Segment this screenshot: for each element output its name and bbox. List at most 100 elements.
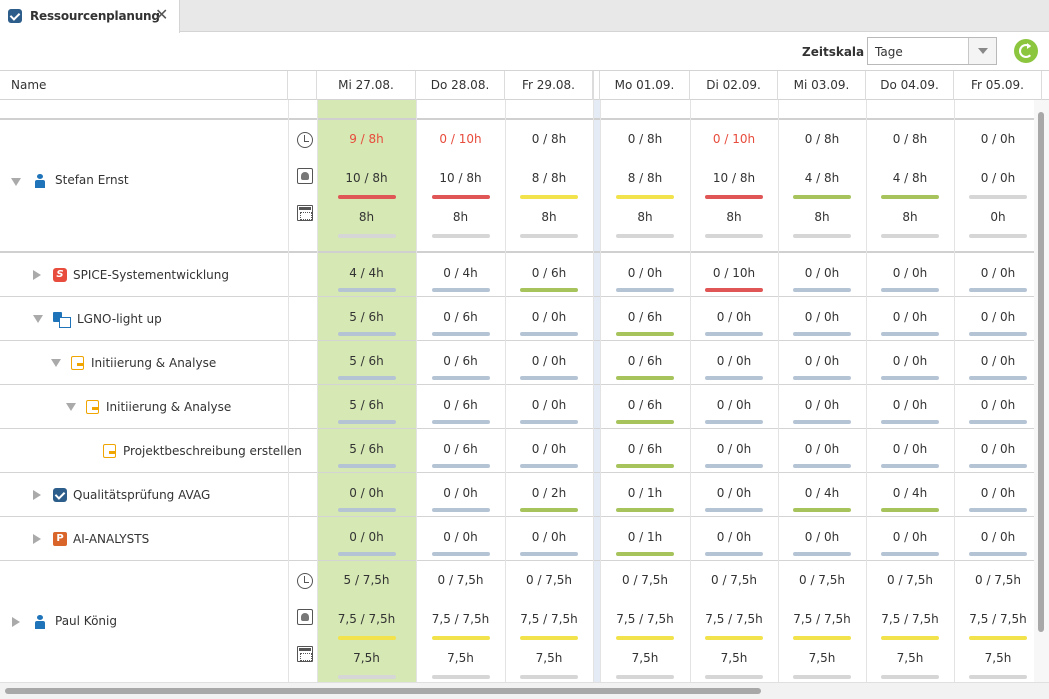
- column-divider: [866, 517, 867, 561]
- load-bar: [520, 332, 578, 336]
- load-bar: [881, 552, 939, 556]
- value-cell: 8h: [726, 210, 742, 224]
- value-cell: 0 / 8h: [531, 132, 567, 146]
- task-icon: [103, 444, 116, 458]
- value-cell: 0 / 0h: [980, 530, 1016, 544]
- load-bar: [705, 234, 763, 238]
- load-bar: [881, 288, 939, 292]
- project-name[interactable]: Initiierung & Analyse: [91, 356, 217, 370]
- load-bar: [520, 508, 578, 512]
- value-cell: 0 / 0h: [892, 266, 928, 280]
- day-header[interactable]: Fr 29.08.: [505, 71, 593, 100]
- load-bar: [616, 420, 674, 424]
- column-divider: [778, 517, 779, 561]
- column-divider: [288, 561, 289, 682]
- project-row: Projektbeschreibung erstellen 5 / 6h 0 / 6…: [0, 429, 1034, 473]
- person-name[interactable]: Stefan Ernst: [55, 173, 129, 187]
- load-bar: [431, 508, 490, 512]
- close-icon[interactable]: ✕: [155, 5, 169, 24]
- column-divider: [954, 561, 955, 682]
- column-divider: [866, 100, 867, 120]
- value-cell: 4 / 8h: [892, 171, 928, 185]
- load-bar: [616, 636, 674, 640]
- load-bar: [520, 288, 578, 292]
- value-cell: 0 / 0h: [980, 266, 1016, 280]
- day-header[interactable]: Do 04.09.: [866, 71, 954, 100]
- column-divider: [866, 473, 867, 517]
- load-bar: [431, 234, 490, 238]
- day-header[interactable]: Fr 05.09.: [954, 71, 1042, 100]
- horizontal-scrollbar[interactable]: [0, 682, 1049, 699]
- expand-toggle-icon[interactable]: [33, 315, 43, 323]
- value-cell: 0 / 6h: [443, 442, 478, 456]
- expand-toggle-icon[interactable]: [66, 403, 76, 411]
- tab-bar: Ressourcenplanung ✕: [0, 0, 1049, 33]
- load-bar: [881, 420, 939, 424]
- vertical-scroll-thumb[interactable]: [1038, 112, 1044, 632]
- column-divider: [600, 429, 601, 473]
- value-cell: 7,5h: [984, 651, 1012, 665]
- value-cell: 0 / 6h: [531, 266, 567, 280]
- load-bar: [616, 376, 674, 380]
- value-cell: 0 / 7,5h: [975, 573, 1021, 587]
- load-bar: [705, 636, 763, 640]
- tab-title: Ressourcenplanung: [30, 9, 160, 23]
- column-divider: [416, 341, 417, 385]
- expand-toggle-icon[interactable]: [33, 534, 41, 544]
- value-cell: 0 / 7,5h: [437, 573, 484, 587]
- value-cell: 7,5 / 7,5h: [881, 612, 939, 626]
- expand-toggle-icon[interactable]: [12, 617, 20, 627]
- value-cell: 10 / 8h: [712, 171, 756, 185]
- expand-toggle-icon[interactable]: [11, 178, 21, 186]
- day-header[interactable]: Mo 01.09.: [600, 71, 690, 100]
- value-cell: 0 / 0h: [804, 398, 840, 412]
- project-name[interactable]: Projektbeschreibung erstellen: [123, 444, 302, 458]
- load-bar: [969, 636, 1027, 640]
- column-divider: [593, 429, 594, 473]
- column-divider: [954, 120, 955, 253]
- day-header[interactable]: Di 02.09.: [690, 71, 778, 100]
- column-divider: [317, 120, 318, 253]
- day-header[interactable]: Mi 03.09.: [778, 71, 866, 100]
- column-divider: [317, 100, 318, 120]
- column-divider: [778, 120, 779, 253]
- load-bar: [337, 464, 396, 468]
- project-name[interactable]: AI-ANALYSTS: [73, 532, 150, 546]
- value-cell: 0 / 7,5h: [622, 573, 668, 587]
- value-cell: 8h: [358, 210, 375, 224]
- value-cell: 0 / 6h: [627, 398, 663, 412]
- project-name[interactable]: SPICE-Systementwicklung: [73, 268, 229, 282]
- expand-toggle-icon[interactable]: [33, 490, 41, 500]
- column-divider: [416, 561, 417, 682]
- value-cell: 0 / 8h: [627, 132, 663, 146]
- load-bar: [881, 195, 939, 199]
- project-name[interactable]: Qualitätsprüfung AVAG: [73, 488, 211, 502]
- name-column-header[interactable]: Name: [0, 71, 288, 100]
- column-divider: [505, 517, 506, 561]
- person-name[interactable]: Paul König: [55, 614, 117, 628]
- day-header[interactable]: Mi 27.08.: [317, 71, 416, 100]
- load-bar: [337, 234, 396, 238]
- horizontal-scroll-thumb[interactable]: [5, 688, 761, 694]
- refresh-icon[interactable]: [1014, 39, 1038, 63]
- zeitskala-select[interactable]: Tage: [867, 37, 997, 65]
- project-name[interactable]: Initiierung & Analyse: [106, 400, 232, 414]
- expand-toggle-icon[interactable]: [51, 359, 61, 367]
- load-bar: [793, 464, 851, 468]
- load-bar: [705, 675, 763, 679]
- value-cell: 0 / 2h: [531, 486, 567, 500]
- value-cell: 0 / 6h: [627, 442, 663, 456]
- project-name[interactable]: LGNO-light up: [77, 312, 162, 326]
- day-header[interactable]: Do 28.08.: [416, 71, 505, 100]
- vertical-scrollbar[interactable]: [1034, 100, 1049, 682]
- load-bar: [793, 376, 851, 380]
- load-bar: [337, 508, 396, 512]
- tab-ressourcenplanung[interactable]: Ressourcenplanung ✕: [0, 0, 180, 33]
- chevron-down-icon[interactable]: [968, 38, 996, 64]
- column-divider: [593, 297, 594, 341]
- expand-toggle-icon[interactable]: [33, 270, 41, 280]
- load-bar: [337, 552, 396, 556]
- task-icon: [71, 356, 84, 370]
- value-cell: 0 / 6h: [443, 398, 478, 412]
- value-cell: 7,5 / 7,5h: [337, 612, 396, 626]
